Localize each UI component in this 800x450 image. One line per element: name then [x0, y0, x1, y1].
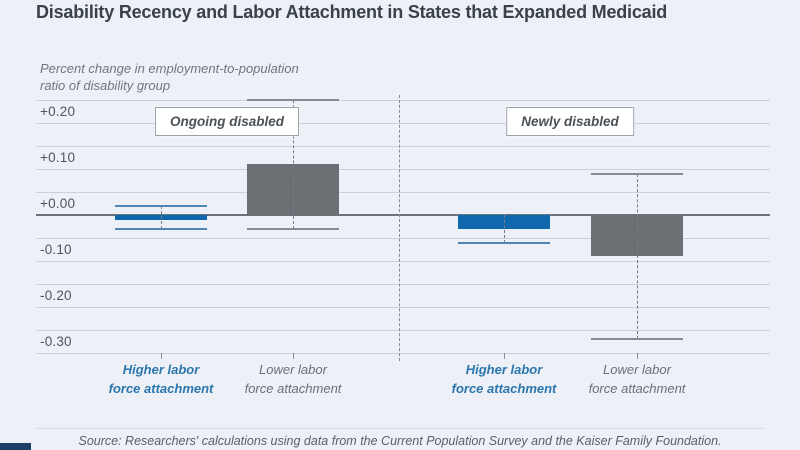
- gridline: [36, 123, 770, 124]
- group-label-newly-disabled: Newly disabled: [506, 107, 634, 136]
- x-label-ongoing-higher-attachment: Higher labor force attachment: [108, 362, 214, 396]
- gridline: [36, 192, 770, 193]
- footer-divider: [36, 428, 764, 429]
- group-label-ongoing-disabled: Ongoing disabled: [155, 107, 299, 136]
- x-tick: [504, 353, 505, 359]
- y-tick-label: +0.00: [40, 196, 76, 211]
- zero-axis-line: [36, 214, 770, 216]
- error-cap-newly-higher: [458, 241, 550, 244]
- y-tick-label: -0.20: [40, 288, 72, 303]
- source-note: Source: Researchers' calculations using …: [78, 434, 722, 448]
- error-cap-ongoing-lower: [247, 227, 339, 230]
- error-whisker-newly-higher: [504, 215, 505, 243]
- x-tick: [161, 353, 162, 359]
- gridline: [36, 284, 770, 285]
- error-whisker-ongoing-higher: [161, 205, 162, 229]
- y-tick-label: +0.10: [40, 150, 76, 165]
- x-tick: [637, 353, 638, 359]
- error-cap-ongoing-higher: [115, 227, 207, 230]
- group-separator-line: [399, 95, 400, 361]
- gridline: [36, 146, 770, 147]
- x-tick: [293, 353, 294, 359]
- gridline: [36, 100, 770, 101]
- error-cap-ongoing-higher: [115, 204, 207, 207]
- y-tick-label: -0.10: [40, 242, 72, 257]
- x-label-ongoing-lower-attachment: Lower labor force attachment: [244, 362, 342, 396]
- gridline: [36, 169, 770, 170]
- gridline: [36, 238, 770, 239]
- gridline: [36, 307, 770, 308]
- gridline: [36, 330, 770, 331]
- footer-accent: [0, 443, 31, 450]
- x-label-newly-higher-attachment: Higher labor force attachment: [451, 362, 557, 396]
- y-axis-label: Percent change in employment-to-populati…: [40, 61, 299, 93]
- y-tick-label: -0.30: [40, 334, 72, 349]
- error-whisker-ongoing-lower: [293, 100, 294, 229]
- gridline: [36, 261, 770, 262]
- x-label-newly-lower-attachment: Lower labor force attachment: [588, 362, 686, 396]
- error-whisker-newly-lower: [637, 173, 638, 340]
- error-cap-newly-lower: [591, 172, 683, 175]
- chart-title: Disability Recency and Labor Attachment …: [36, 2, 668, 22]
- error-cap-ongoing-lower: [247, 99, 339, 101]
- gridline: [36, 353, 770, 354]
- error-cap-newly-lower: [591, 338, 683, 341]
- y-tick-label: +0.20: [40, 104, 76, 119]
